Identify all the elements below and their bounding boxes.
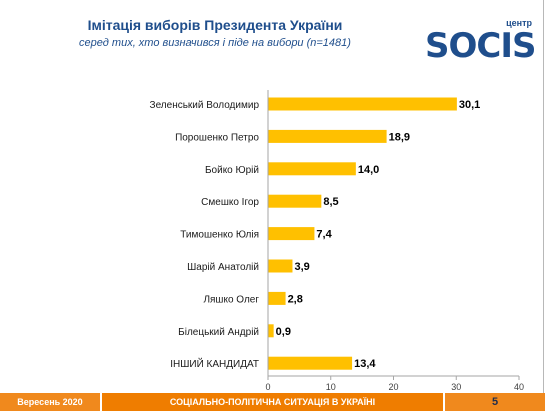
value-label: 30,1 <box>459 99 480 111</box>
category-label: ІНШИЙ КАНДИДАТ <box>170 357 259 370</box>
bar-chart: Зеленський Володимир 30,1 Порошенко Петро 1… <box>150 90 524 392</box>
x-tick-label: 0 <box>265 382 270 392</box>
footer-page-number: 5 <box>445 393 545 411</box>
chart-subtitle: серед тих, хто визначився і піде на вибо… <box>79 37 351 49</box>
x-tick-label: 10 <box>326 382 336 392</box>
bar <box>268 194 322 208</box>
category-label: Зеленський Володимир <box>150 100 260 111</box>
category-label: Шарій Анатолій <box>187 262 259 273</box>
logo-main-text: SOCIS <box>425 26 536 66</box>
footer-title: СОЦІАЛЬНО-ПОЛІТИЧНА СИТУАЦІЯ В УКРАЇНІ <box>102 393 443 411</box>
category-label: Ляшко Олег <box>203 294 259 305</box>
bar <box>268 356 353 370</box>
bar <box>268 227 315 241</box>
bar <box>268 129 387 143</box>
bar <box>268 97 457 111</box>
value-label: 3,9 <box>294 261 309 273</box>
bar <box>268 259 293 273</box>
footer-bar: Вересень 2020 СОЦІАЛЬНО-ПОЛІТИЧНА СИТУАЦ… <box>0 393 545 411</box>
value-label: 0,9 <box>276 326 291 338</box>
bar <box>268 324 274 338</box>
logo-small-text: центр <box>506 18 532 28</box>
value-label: 2,8 <box>288 293 303 305</box>
value-label: 13,4 <box>354 358 376 370</box>
value-label: 7,4 <box>316 229 332 241</box>
slide-frame <box>543 0 544 393</box>
chart-title: Імітація виборів Президента України <box>87 17 343 33</box>
footer-date: Вересень 2020 <box>0 393 100 411</box>
x-tick-label: 40 <box>514 382 524 392</box>
socis-logo: центр SOCIS <box>425 14 540 66</box>
bar <box>268 162 356 176</box>
value-label: 18,9 <box>389 131 410 143</box>
category-label: Бойко Юрій <box>205 165 259 176</box>
value-label: 14,0 <box>358 164 379 176</box>
footer-divider <box>443 393 445 411</box>
category-label: Білецький Андрій <box>178 327 259 338</box>
category-label: Порошенко Петро <box>175 132 259 143</box>
category-label: Смешко Ігор <box>201 197 259 208</box>
bar <box>268 291 286 305</box>
x-tick-label: 30 <box>451 382 461 392</box>
x-tick-label: 20 <box>388 382 398 392</box>
footer-divider <box>100 393 102 411</box>
value-label: 8,5 <box>323 196 338 208</box>
category-label: Тимошенко Юлія <box>180 230 259 241</box>
